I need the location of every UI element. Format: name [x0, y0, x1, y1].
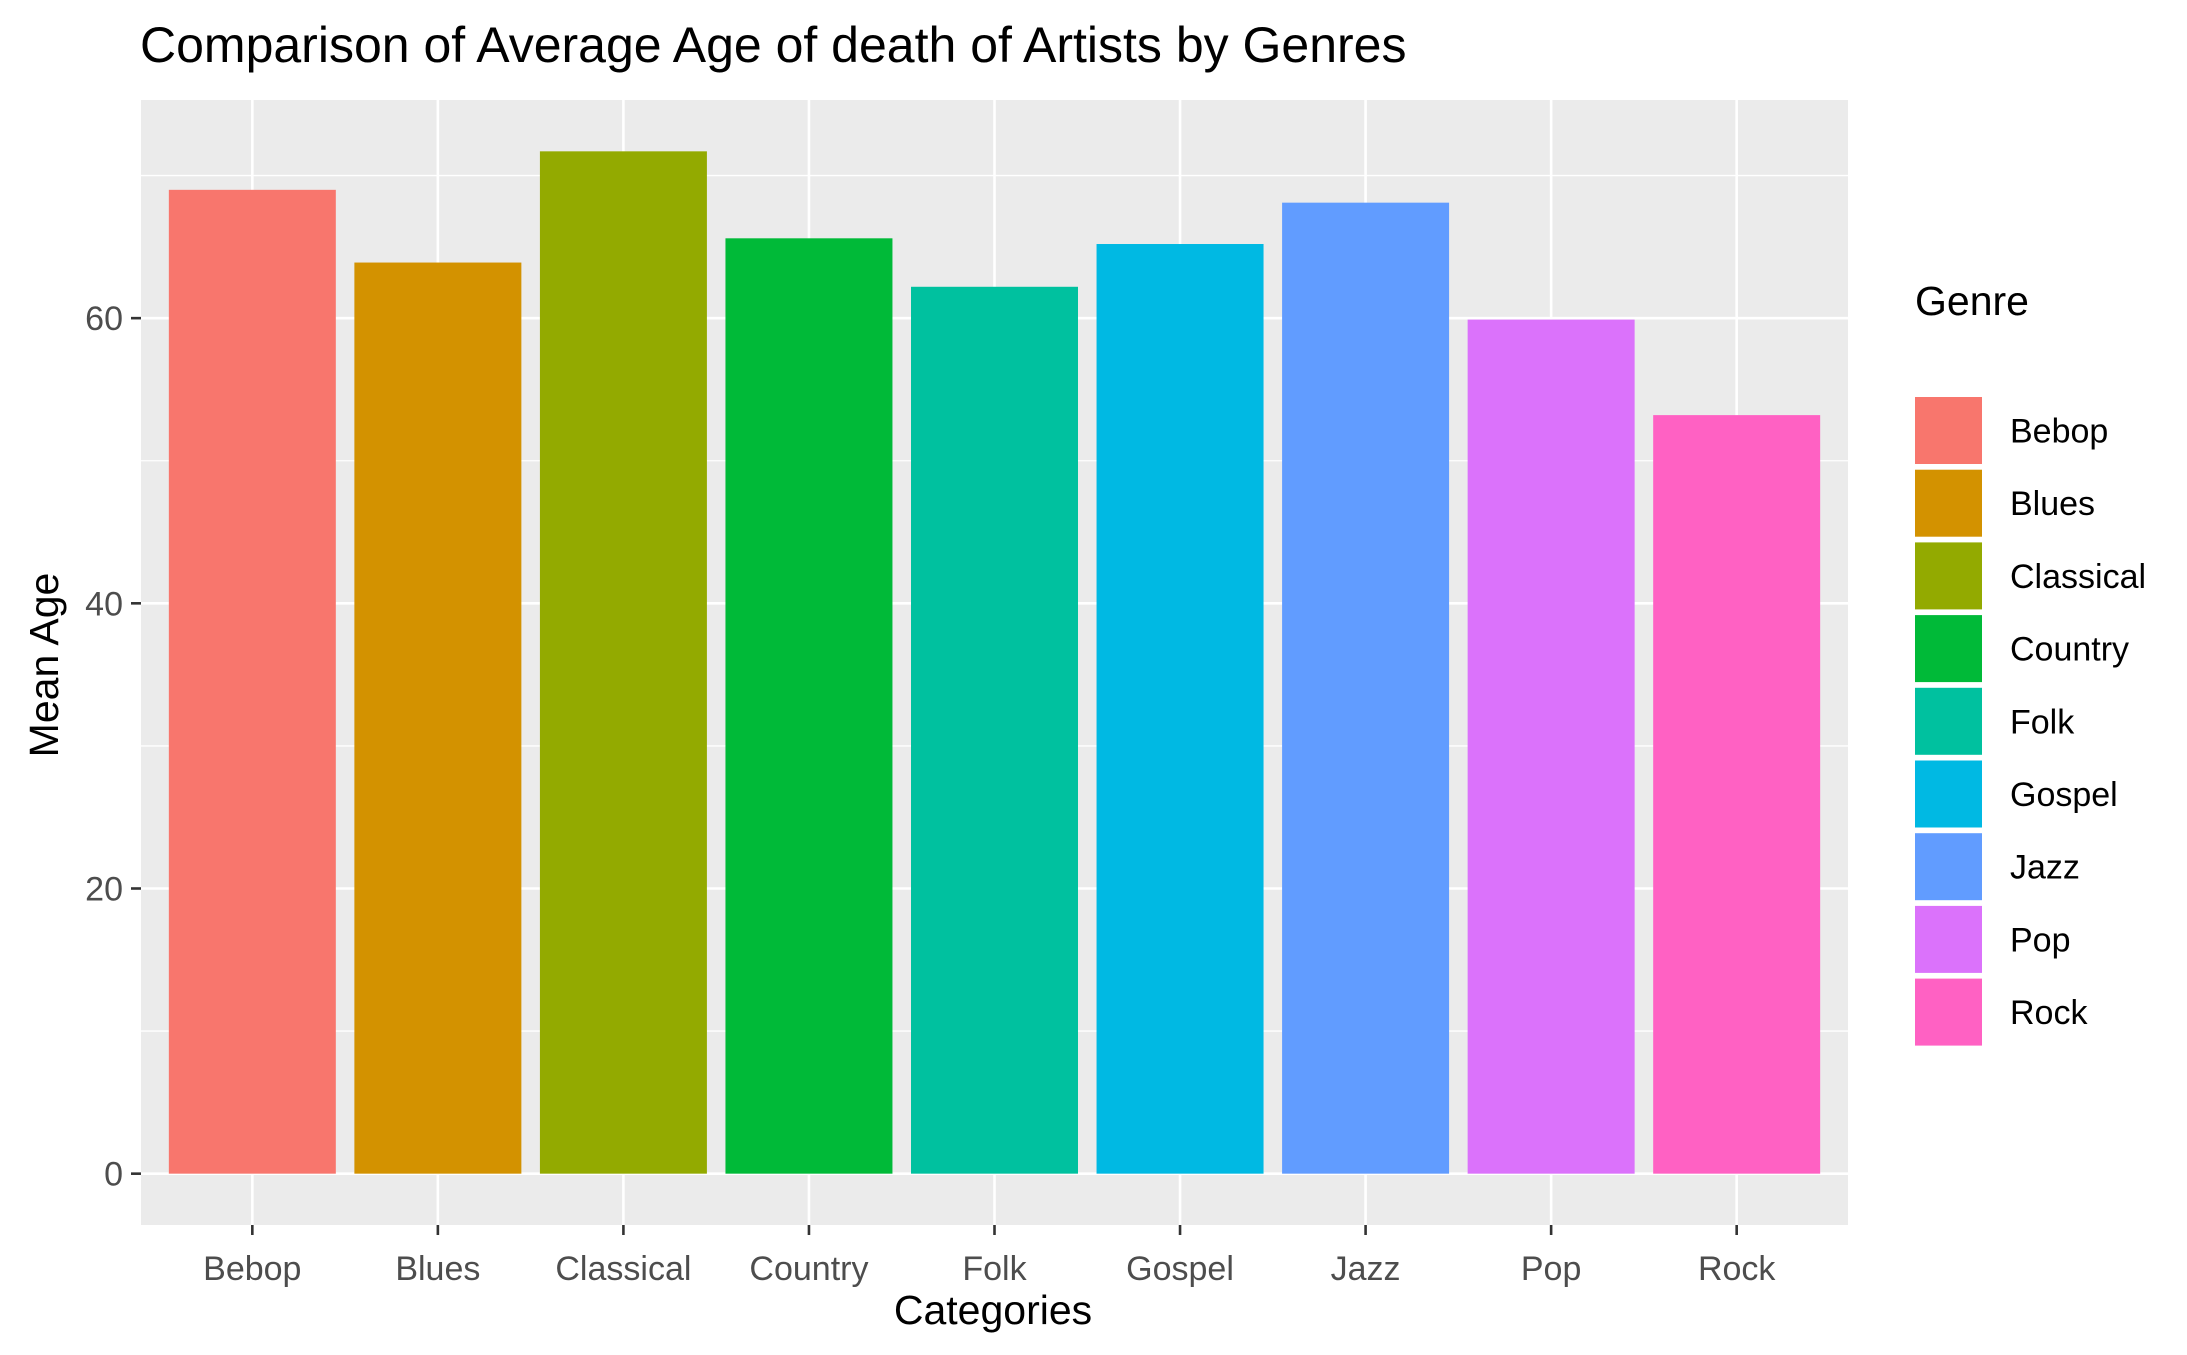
x-axis: Bebop Blues Classical Country Folk Gospel Jazz…: [203, 1225, 1776, 1288]
legend-label: Gospel: [2010, 776, 2118, 814]
legend-key-blues: [1915, 469, 1982, 537]
legend-key-country: [1915, 615, 1982, 683]
x-tick-label: Rock: [1698, 1250, 1776, 1288]
legend-key-pop: [1915, 905, 1982, 973]
legend-label: Rock: [2010, 994, 2088, 1032]
y-tick-label: 20: [85, 870, 123, 908]
x-tick-label: Pop: [1521, 1250, 1582, 1288]
bar-folk: [911, 286, 1078, 1174]
legend-key-bebop: [1915, 397, 1982, 464]
y-axis-title: Mean Age: [21, 573, 67, 758]
bar-jazz: [1282, 202, 1450, 1174]
bars: [168, 151, 1821, 1174]
chart-title: Comparison of Average Age of death of Ar…: [140, 17, 1406, 73]
legend-key-rock: [1915, 978, 1982, 1046]
legend-key-folk: [1915, 687, 1982, 755]
legend-label: Classical: [2010, 558, 2146, 596]
y-axis: 0 20 40 60: [85, 300, 141, 1194]
x-tick-label: Jazz: [1331, 1250, 1401, 1288]
legend-title: Genre: [1915, 278, 2029, 324]
y-tick-label: 0: [104, 1156, 123, 1194]
x-tick-label: Gospel: [1126, 1250, 1234, 1288]
legend-label: Jazz: [2010, 849, 2080, 887]
x-axis-title: Categories: [894, 1287, 1092, 1333]
bar-classical: [539, 151, 707, 1174]
legend-label: Folk: [2010, 703, 2075, 741]
bar-country: [725, 238, 893, 1174]
x-tick-label: Folk: [962, 1250, 1027, 1288]
x-tick-label: Classical: [555, 1250, 691, 1288]
bar-gospel: [1096, 244, 1264, 1174]
legend-key-gospel: [1915, 760, 1982, 828]
legend-key-classical: [1915, 542, 1982, 610]
legend: Genre Bebop Blues Classical Country Folk Gosp…: [1915, 278, 2146, 1046]
bar-bebop: [168, 189, 336, 1174]
legend-label: Blues: [2010, 485, 2095, 523]
legend-key-jazz: [1915, 833, 1982, 901]
bar-rock: [1653, 415, 1821, 1174]
legend-label: Bebop: [2010, 413, 2108, 451]
x-tick-label: Blues: [395, 1250, 480, 1288]
x-tick-label: Bebop: [203, 1250, 301, 1288]
bar-pop: [1467, 319, 1635, 1174]
x-tick-label: Country: [749, 1250, 868, 1288]
legend-label: Country: [2010, 631, 2129, 669]
y-tick-label: 60: [85, 300, 123, 338]
bar-blues: [354, 262, 522, 1174]
y-tick-label: 40: [85, 585, 123, 623]
legend-label: Pop: [2010, 921, 2071, 959]
